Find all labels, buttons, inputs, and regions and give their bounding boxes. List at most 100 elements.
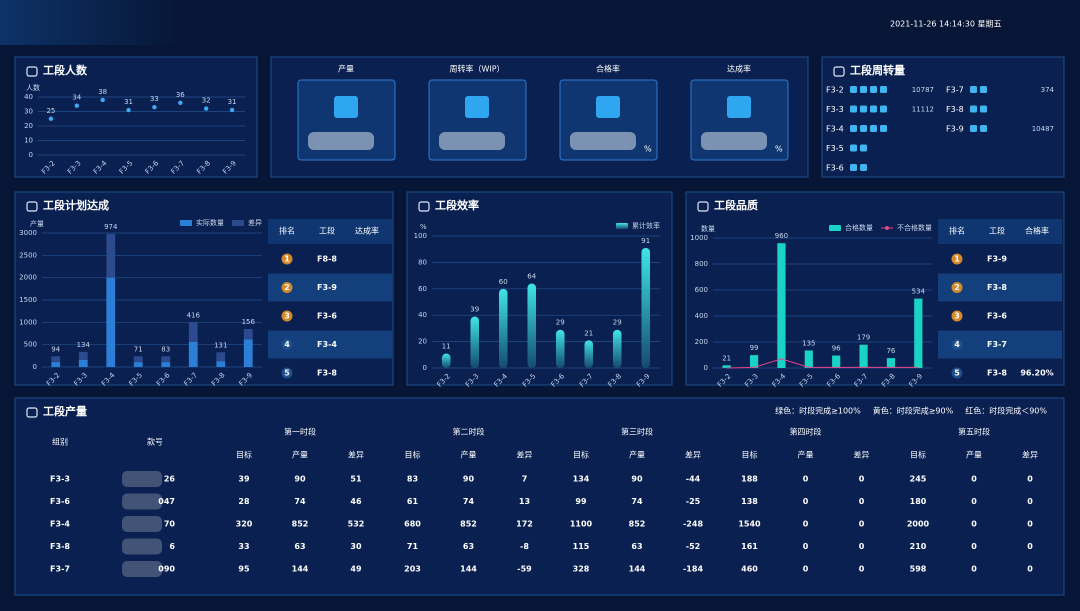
style-blur xyxy=(122,561,162,577)
rank-cell: F3-4 xyxy=(317,340,337,349)
y-tick-label: 2500 xyxy=(19,251,37,259)
panel-title: 工段人数 xyxy=(43,63,88,77)
turnover-icon xyxy=(880,105,887,113)
sub-header: 目标 xyxy=(910,450,926,460)
table-cell: 28 xyxy=(238,497,250,506)
period-header: 第二时段 xyxy=(453,427,485,437)
data-label: 29 xyxy=(556,319,565,327)
bar xyxy=(804,350,813,368)
table-cell: 180 xyxy=(910,497,927,506)
turnover-icon xyxy=(980,105,987,113)
table-cell: 852 xyxy=(460,520,477,529)
period-header: 第五时段 xyxy=(958,427,990,437)
table-cell: 7 xyxy=(522,475,528,484)
data-label: 71 xyxy=(134,345,143,353)
turnover-icon xyxy=(850,144,857,152)
bar xyxy=(78,359,88,367)
legend-label: 黄色：时段完成≥90% xyxy=(873,406,954,416)
table-cell: 0 xyxy=(859,520,865,529)
data-label: 60 xyxy=(499,278,508,286)
panel-title: 工段产量 xyxy=(43,404,87,418)
table-cell: 90 xyxy=(463,475,475,484)
table-cell: -52 xyxy=(686,542,700,551)
data-label: 21 xyxy=(722,354,731,362)
dot xyxy=(74,103,80,108)
table-cell: 598 xyxy=(910,565,927,574)
turnover-icon xyxy=(970,105,977,113)
turnover-icon xyxy=(860,125,867,132)
table-cell: 0 xyxy=(1027,542,1033,551)
sub-header: 目标 xyxy=(742,450,758,460)
bar xyxy=(106,233,116,278)
table-cell: 0 xyxy=(803,475,809,484)
legend-swatch xyxy=(180,220,192,226)
turnover-label: F3-2 xyxy=(826,86,844,95)
rank-cell: F3-6 xyxy=(317,312,337,321)
turnover-icon xyxy=(870,86,877,93)
y-tick-label: 400 xyxy=(695,312,708,320)
rank-cell: 5 xyxy=(284,369,290,378)
data-label: 33 xyxy=(150,95,159,103)
y-tick-label: 10 xyxy=(24,137,33,145)
table-cell: 144 xyxy=(460,565,477,574)
table-cell: 144 xyxy=(292,565,309,574)
table-cell: 161 xyxy=(741,542,758,551)
rank-cell: 3 xyxy=(284,312,290,321)
table-cell: -44 xyxy=(686,475,701,484)
table-cell: 0 xyxy=(1027,565,1033,574)
style-cell: 090 xyxy=(158,565,175,574)
table-cell: 0 xyxy=(971,475,977,484)
legend-swatch xyxy=(616,223,628,229)
table-cell: 0 xyxy=(1027,497,1033,506)
y-tick-label: 1500 xyxy=(19,296,37,304)
table-cell: 144 xyxy=(629,565,646,574)
y-tick-label: 0 xyxy=(423,364,427,372)
dot xyxy=(126,107,131,113)
rank-header: 排名 xyxy=(949,226,965,236)
turnover-value: 374 xyxy=(1041,86,1055,94)
legend-label: 不合格数量 xyxy=(897,223,932,232)
data-label: 32 xyxy=(202,97,211,105)
bar xyxy=(216,361,226,367)
turnover-icon xyxy=(860,164,867,171)
bar xyxy=(498,288,508,368)
rank-header: 工段 xyxy=(989,226,1005,236)
rank-cell: F3-9 xyxy=(987,255,1007,264)
data-label: 156 xyxy=(242,318,256,326)
table-cell: 0 xyxy=(1027,475,1033,484)
turnover-icon xyxy=(860,144,867,152)
turnover-value: 11112 xyxy=(912,106,934,114)
y-tick-label: 200 xyxy=(695,338,708,346)
table-cell: 95 xyxy=(238,565,250,574)
period-header: 第一时段 xyxy=(284,427,316,437)
turnover-label: F3-6 xyxy=(826,164,844,173)
table-cell: 2000 xyxy=(907,520,930,529)
table-cell: 188 xyxy=(741,475,758,484)
legend-label: 累计效率 xyxy=(632,221,660,230)
rank-medal xyxy=(951,339,963,350)
style-cell: 6 xyxy=(169,542,175,551)
bar xyxy=(914,298,923,368)
data-label: 96 xyxy=(832,345,841,353)
rank-cell: 1 xyxy=(954,255,960,264)
bar xyxy=(612,329,622,368)
group-cell: F3-4 xyxy=(50,520,70,529)
turnover-icon xyxy=(850,125,857,132)
style-blur xyxy=(122,493,162,510)
table-cell: 51 xyxy=(350,475,362,484)
table-cell: 74 xyxy=(631,497,643,506)
rank-cell: F3-8 xyxy=(317,369,337,378)
rank-header-bg xyxy=(938,219,1062,244)
line xyxy=(726,358,919,369)
dot xyxy=(100,97,105,103)
table-cell: 138 xyxy=(741,497,758,506)
sub-header: 差异 xyxy=(1022,450,1038,460)
bar xyxy=(243,329,253,340)
kpi-value-blur xyxy=(570,132,636,150)
table-cell: 134 xyxy=(573,475,590,484)
dot xyxy=(178,100,183,106)
rank-cell: 96.20% xyxy=(1020,369,1053,378)
data-label: 135 xyxy=(802,339,815,347)
legend-swatch xyxy=(829,225,841,231)
